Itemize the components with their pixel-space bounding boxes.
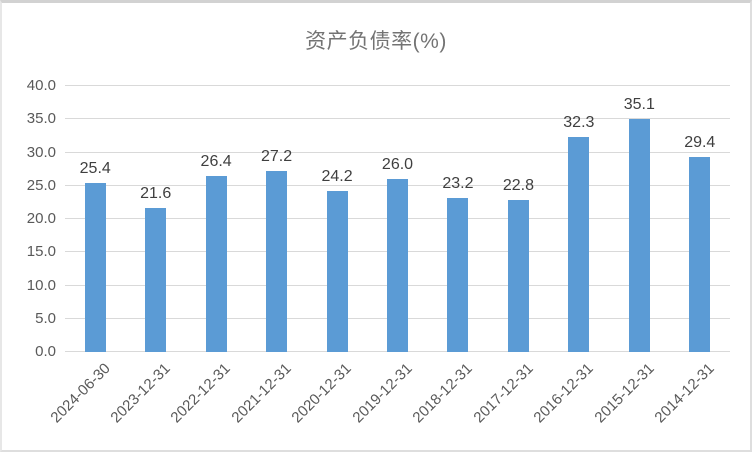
bar bbox=[387, 179, 408, 352]
bar bbox=[326, 191, 348, 352]
bar bbox=[205, 176, 227, 352]
bar bbox=[507, 200, 529, 352]
bar bbox=[689, 156, 711, 352]
x-axis-labels: 2024-06-30 2023-12-31 2022-12-31 2021-12-31… bbox=[47, 355, 730, 451]
x-tick-label: 2021-12-31 bbox=[228, 360, 295, 427]
x-tick-label: 2016-12-31 bbox=[530, 360, 597, 427]
gridline bbox=[65, 118, 730, 120]
bar bbox=[84, 183, 106, 352]
x-tick-label: 2019-12-31 bbox=[349, 360, 416, 427]
bar bbox=[447, 197, 469, 352]
y-tick-label: 10.0 bbox=[26, 276, 56, 294]
y-axis-labels: 0.0 5.0 10.0 15.0 20.0 25.0 30.0 35.0 40.0 bbox=[2, 77, 56, 360]
x-tick-label: 2024-06-30 bbox=[46, 360, 114, 427]
y-tick-label: 0.0 bbox=[35, 343, 56, 360]
x-tick-label: 2014-12-31 bbox=[651, 360, 718, 427]
bar-data-label: 26.4 bbox=[200, 153, 232, 171]
y-tick-label: 30.0 bbox=[26, 143, 56, 161]
bar-data-label: 24.2 bbox=[321, 168, 353, 186]
x-tick-label: 2015-12-31 bbox=[591, 360, 658, 427]
x-tick-label: 2017-12-31 bbox=[470, 360, 537, 427]
bar-data-label: 23.2 bbox=[442, 174, 474, 192]
x-tick-label: 2023-12-31 bbox=[107, 360, 174, 427]
bar bbox=[568, 137, 590, 352]
bar-data-label: 35.1 bbox=[623, 95, 655, 113]
y-tick-label: 5.0 bbox=[35, 309, 56, 327]
bar-data-label: 22.8 bbox=[502, 177, 534, 195]
bar-data-label: 29.4 bbox=[684, 133, 716, 151]
gridline bbox=[65, 151, 730, 153]
y-tick-label: 40.0 bbox=[26, 77, 56, 94]
gridline bbox=[65, 85, 730, 86]
chart-title: 资产负债率(%) bbox=[305, 30, 447, 53]
bar-data-label: 21.6 bbox=[140, 185, 172, 203]
y-tick-label: 20.0 bbox=[26, 210, 56, 227]
bar-data-label: 26.0 bbox=[381, 156, 414, 174]
y-tick-label: 25.0 bbox=[26, 176, 56, 194]
y-tick-label: 15.0 bbox=[26, 243, 56, 261]
bar-data-label: 27.2 bbox=[261, 148, 293, 166]
bar bbox=[266, 171, 288, 352]
x-tick-label: 2018-12-31 bbox=[409, 360, 476, 427]
y-tick-label: 35.0 bbox=[26, 110, 56, 128]
bar-data-label: 32.3 bbox=[563, 114, 595, 132]
plot-area: 25.4 21.6 26.4 27.2 24.2 26.0 23.2 22.8 32.3 35.1… bbox=[65, 85, 730, 352]
x-tick-label: 2020-12-31 bbox=[288, 360, 356, 427]
bar bbox=[628, 118, 650, 352]
x-tick-label: 2022-12-31 bbox=[167, 360, 235, 427]
bar bbox=[145, 208, 167, 352]
bar-data-label: 25.4 bbox=[79, 160, 111, 178]
